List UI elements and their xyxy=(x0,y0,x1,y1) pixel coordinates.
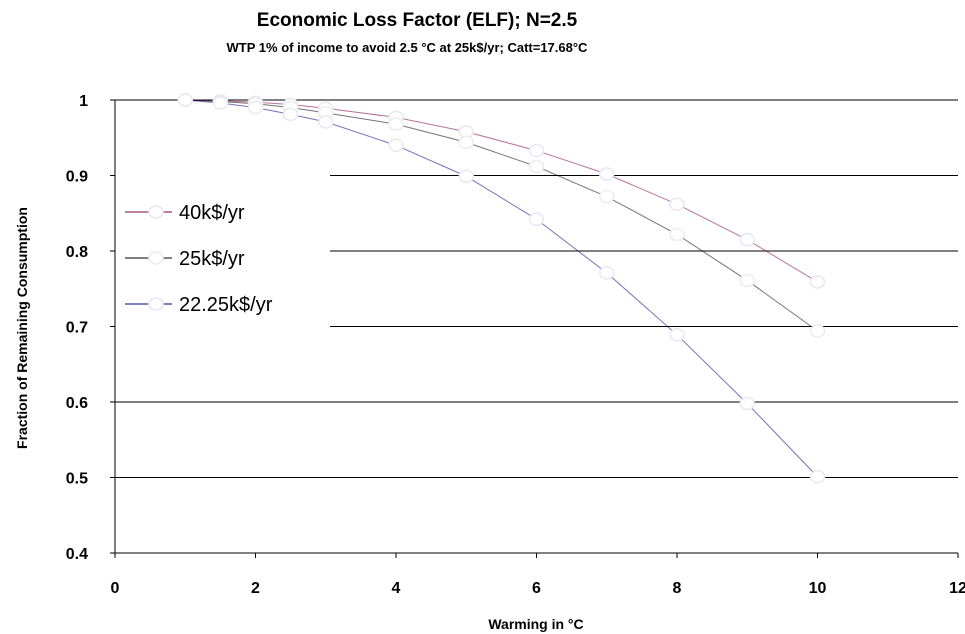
legend-marker xyxy=(148,251,164,265)
data-point xyxy=(528,212,545,227)
legend-marker xyxy=(148,297,164,311)
data-point xyxy=(669,227,685,242)
data-point xyxy=(809,275,826,289)
data-point xyxy=(247,100,264,115)
axes xyxy=(110,99,959,558)
y-tick-label: 0.7 xyxy=(66,320,88,337)
data-point xyxy=(458,135,474,150)
x-tick-label: 2 xyxy=(251,580,260,597)
data-point xyxy=(739,273,755,288)
data-point xyxy=(809,324,826,338)
series-layer xyxy=(177,93,826,484)
legend-label: 22.25k$/yr xyxy=(179,294,273,316)
data-point xyxy=(809,469,826,484)
legend-item: 40k$/yr xyxy=(125,202,245,224)
legend-label: 25k$/yr xyxy=(179,248,245,270)
data-point xyxy=(458,169,474,184)
series-3 xyxy=(177,93,826,484)
x-tick-label: 4 xyxy=(392,580,401,597)
x-axis-label: Warming in °C xyxy=(488,616,583,632)
data-point xyxy=(528,143,545,158)
data-point xyxy=(388,138,404,153)
series-2 xyxy=(177,93,826,338)
y-tick-label: 0.9 xyxy=(66,169,88,186)
data-point xyxy=(388,117,404,131)
data-point xyxy=(177,93,193,107)
y-tick-label: 0.5 xyxy=(66,471,88,488)
tick-labels: 0.40.50.60.70.80.910 2 4 6 8 10 12 xyxy=(66,93,965,597)
x-tick-label: 10 xyxy=(809,580,827,597)
chart-title: Economic Loss Factor (ELF); N=2.5 xyxy=(257,10,578,31)
series-line xyxy=(185,99,818,478)
data-point xyxy=(739,232,755,247)
y-tick-label: 0.8 xyxy=(66,244,88,261)
legend-marker xyxy=(148,205,164,219)
data-point xyxy=(599,189,615,204)
x-tick-label: 8 xyxy=(673,580,682,597)
legend: 40k$/yr 25k$/yr 22.25k$/yr xyxy=(125,202,273,316)
x-tick-label: 0 xyxy=(111,580,120,597)
legend-label: 40k$/yr xyxy=(179,202,245,224)
data-point xyxy=(318,115,334,129)
data-point xyxy=(599,167,615,181)
series-line xyxy=(185,99,818,332)
x-tick-label: 12 xyxy=(949,580,965,597)
series-1 xyxy=(177,93,826,289)
x-tick-label: 6 xyxy=(532,580,541,597)
legend-item: 25k$/yr xyxy=(125,248,245,270)
data-point xyxy=(599,266,615,280)
data-point xyxy=(669,197,685,211)
data-point xyxy=(282,107,299,122)
y-tick-label: 0.6 xyxy=(66,395,88,412)
data-point xyxy=(528,159,545,174)
data-point xyxy=(212,96,229,110)
series-line xyxy=(185,99,818,283)
chart-subtitle: WTP 1% of income to avoid 2.5 °C at 25k$… xyxy=(227,40,589,55)
y-tick-label: 1 xyxy=(79,93,88,110)
y-axis-label: Fraction of Remaining Consumption xyxy=(14,207,30,449)
legend-item: 22.25k$/yr xyxy=(125,294,273,316)
data-point xyxy=(739,396,755,411)
y-tick-label: 0.4 xyxy=(66,546,88,563)
data-point xyxy=(669,328,685,342)
